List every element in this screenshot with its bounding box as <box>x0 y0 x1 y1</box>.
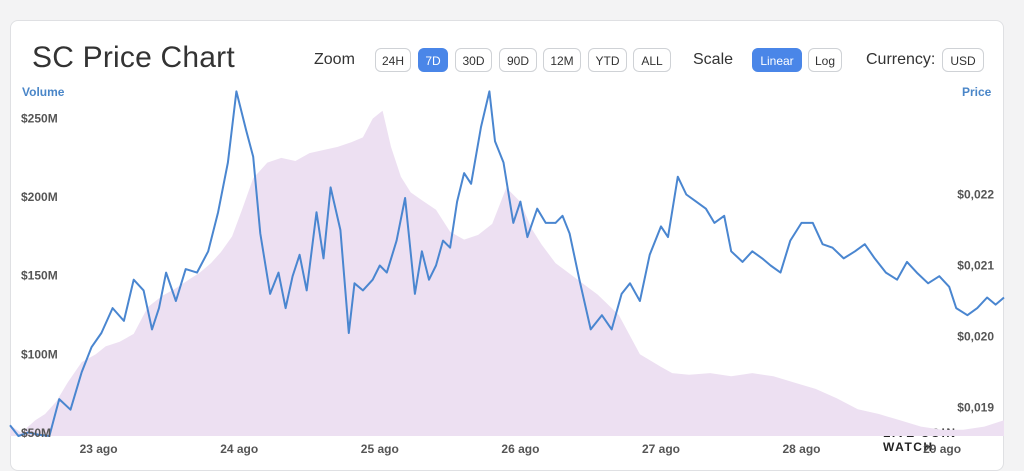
zoom-30d-button[interactable]: 30D <box>455 48 492 72</box>
x-tick-label: 25 ago <box>361 442 399 456</box>
scale-log-button[interactable]: Log <box>808 48 842 72</box>
x-tick-label: 23 ago <box>80 442 118 456</box>
x-tick-label: 29 ago <box>923 442 961 456</box>
scale-label: Scale <box>693 51 734 68</box>
chart-title: SC Price Chart <box>32 41 235 74</box>
volume-area <box>10 110 1004 436</box>
volume-tick-label: $50M <box>21 426 51 440</box>
price-line <box>9 90 1005 437</box>
x-tick-label: 24 ago <box>220 442 258 456</box>
zoom-90d-button[interactable]: 90D <box>499 48 537 72</box>
price-tick-label: $0,020 <box>957 330 994 344</box>
volume-tick-label: $100M <box>21 347 58 361</box>
volume-tick-label: $250M <box>21 112 58 126</box>
volume-tick-label: $200M <box>21 190 58 204</box>
volume-tick-label: $150M <box>21 269 58 283</box>
currency-usd-select[interactable]: USD <box>942 48 984 72</box>
zoom-label: Zoom <box>314 51 355 68</box>
zoom-ytd-button[interactable]: YTD <box>588 48 627 72</box>
x-tick-label: 26 ago <box>501 442 539 456</box>
price-tick-label: $0,022 <box>957 188 994 202</box>
price-tick-label: $0,021 <box>957 259 994 273</box>
price-axis-title: Price <box>962 85 992 99</box>
zoom-12m-button[interactable]: 12M <box>543 48 581 72</box>
zoom-all-button[interactable]: ALL <box>633 48 671 72</box>
price-tick-label: $0,019 <box>957 401 994 415</box>
scale-linear-button[interactable]: Linear <box>752 48 802 72</box>
currency-label: Currency: <box>866 51 936 68</box>
x-tick-label: 28 ago <box>782 442 820 456</box>
zoom-24h-button[interactable]: 24H <box>375 48 411 72</box>
x-tick-label: 27 ago <box>642 442 680 456</box>
volume-axis-title: Volume <box>22 85 65 99</box>
zoom-7d-button[interactable]: 7D <box>418 48 448 72</box>
